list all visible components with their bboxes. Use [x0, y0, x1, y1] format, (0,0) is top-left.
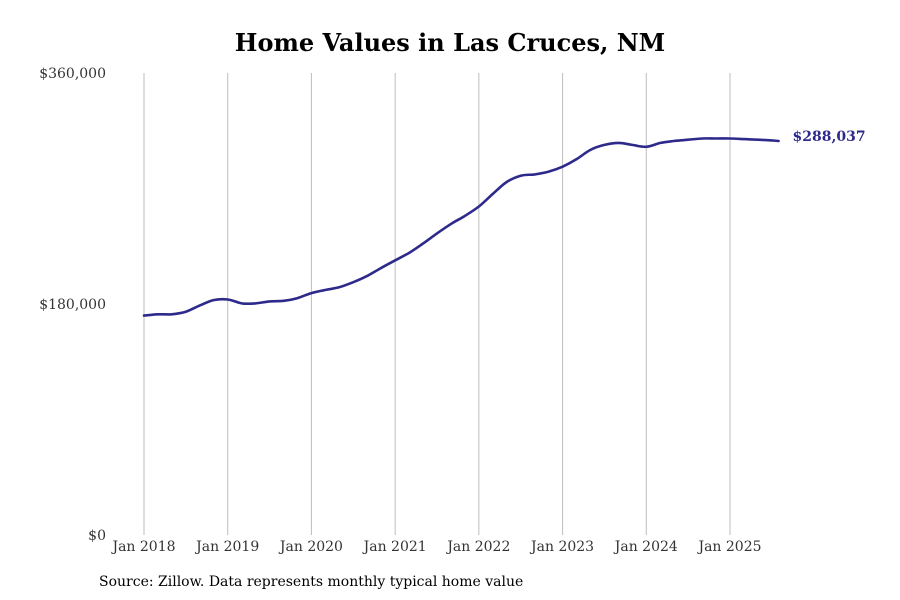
x-tick-label: Jan 2021 — [362, 539, 427, 555]
y-tick-label: $180,000 — [39, 297, 106, 313]
home-value-line — [142, 137, 780, 317]
x-tick-label: Jan 2023 — [529, 539, 594, 555]
y-axis-ticks: $0 $180,000 $360,000 — [39, 66, 106, 544]
source-note: Source: Zillow. Data represents monthly … — [99, 574, 524, 590]
vertical-gridlines — [143, 73, 731, 535]
x-tick-label: Jan 2019 — [194, 539, 259, 555]
chart-title: Home Values in Las Cruces, NM — [234, 28, 666, 57]
last-value-label: $288,037 — [793, 129, 866, 145]
x-tick-label: Jan 2020 — [278, 539, 343, 555]
x-tick-label: Jan 2022 — [445, 539, 510, 555]
x-axis-ticks: Jan 2018 Jan 2019 Jan 2020 Jan 2021 Jan 2022… — [110, 539, 761, 555]
y-tick-label: $360,000 — [39, 66, 106, 82]
x-tick-label: Jan 2025 — [696, 539, 761, 555]
y-tick-label: $0 — [88, 528, 106, 544]
x-tick-label: Jan 2018 — [110, 539, 175, 555]
x-tick-label: Jan 2024 — [613, 539, 678, 555]
